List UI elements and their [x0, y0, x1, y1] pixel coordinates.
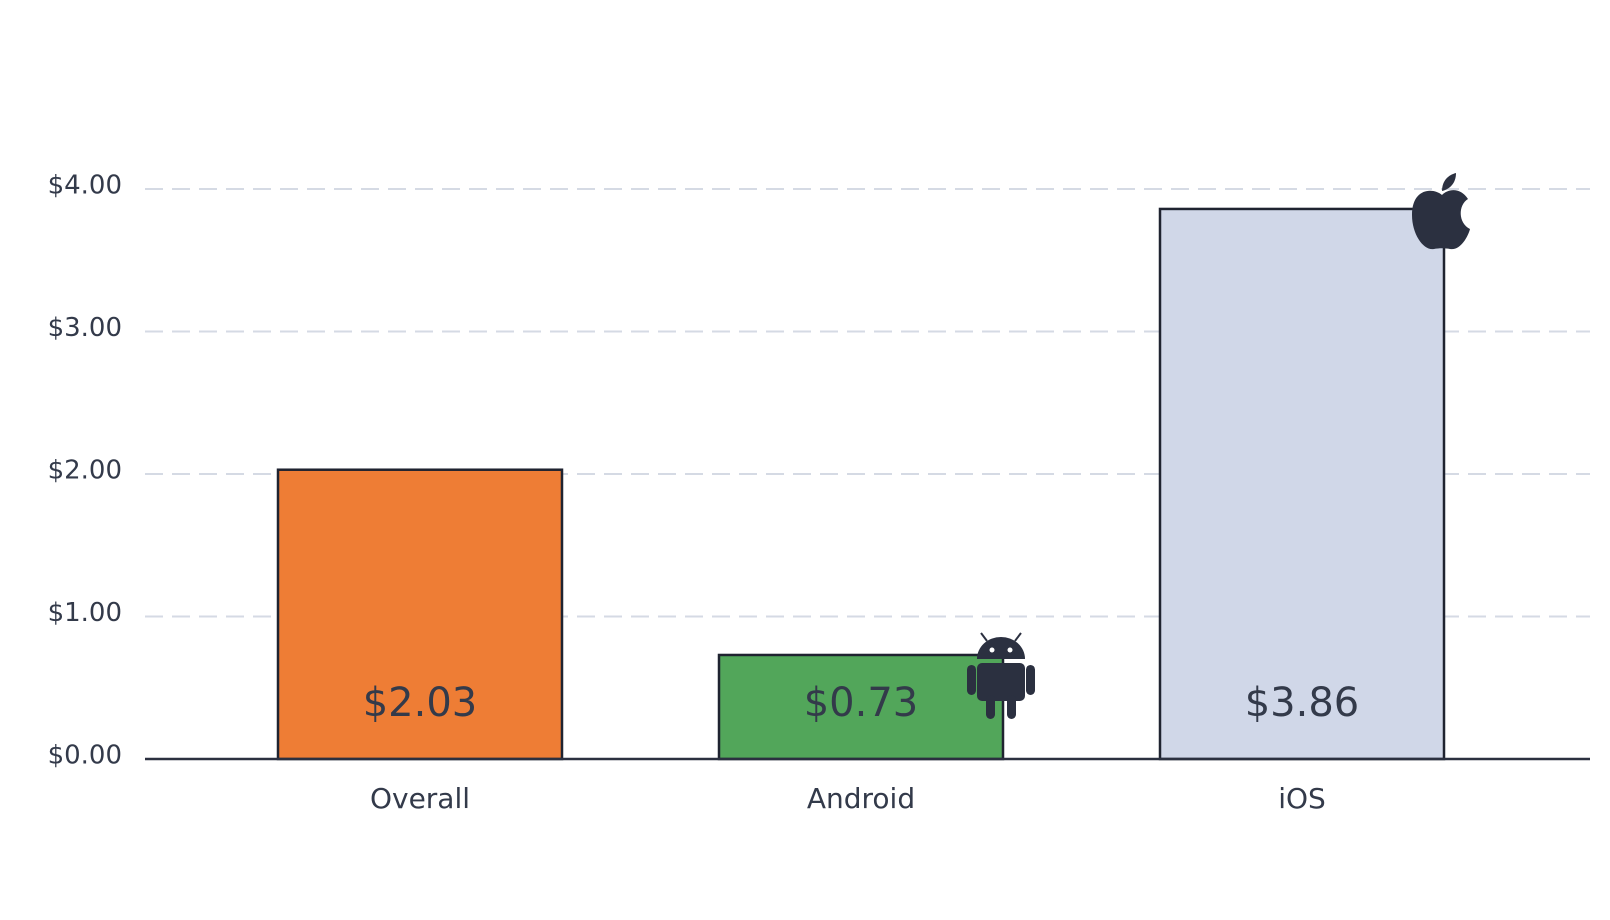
value-label: $3.86 [1245, 680, 1360, 726]
icon-part [967, 664, 976, 695]
apple-icon [1412, 172, 1470, 250]
x-tick-label: Overall [370, 782, 470, 815]
x-tick-label: Android [807, 782, 915, 815]
y-tick-label: $0.00 [48, 741, 122, 771]
icon-part [1026, 664, 1035, 695]
value-label: $2.03 [363, 680, 478, 726]
android-icon [967, 632, 1035, 719]
icon-part [977, 636, 1025, 659]
icon-part [989, 647, 995, 653]
y-tick-label: $2.00 [48, 456, 122, 486]
icon-part [986, 694, 995, 719]
icon-part [1007, 694, 1016, 719]
bar [1158, 207, 1446, 761]
icon-part [1412, 190, 1470, 250]
value-label: $0.73 [804, 680, 919, 726]
bar [276, 468, 564, 761]
icon-part [980, 632, 988, 642]
icon-part [1007, 647, 1013, 653]
icon-part [977, 662, 1025, 701]
icon-part [1014, 632, 1022, 642]
icon-part [1442, 172, 1456, 191]
y-tick-label: $3.00 [48, 313, 122, 343]
y-tick-label: $4.00 [48, 171, 122, 201]
x-tick-label: iOS [1278, 782, 1326, 815]
y-tick-label: $1.00 [48, 598, 122, 628]
